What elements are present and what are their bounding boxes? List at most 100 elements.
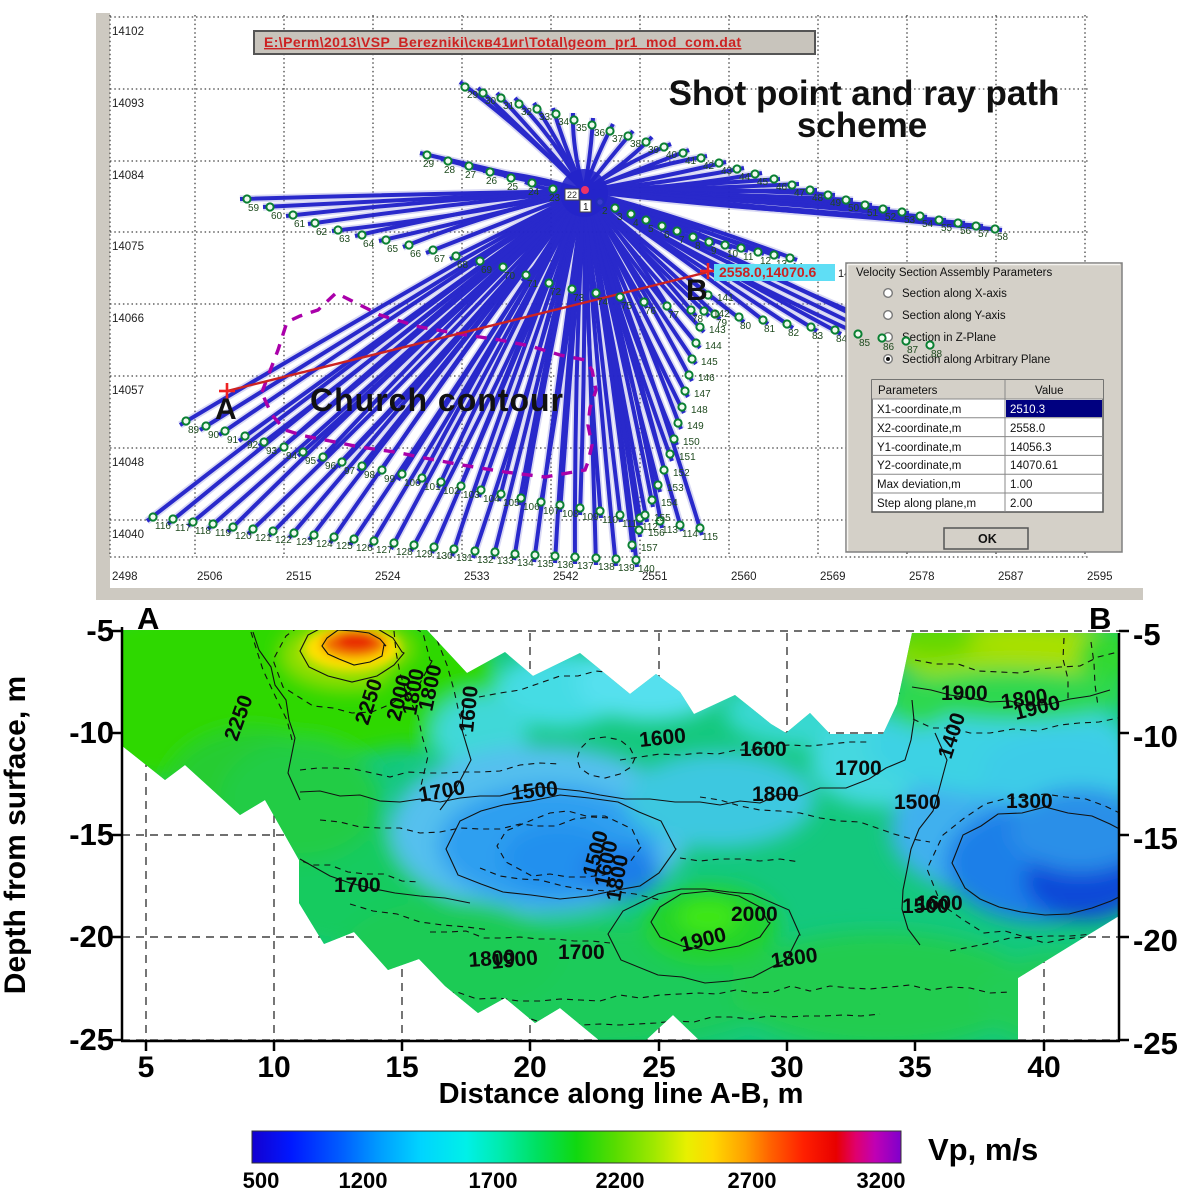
svg-text:138: 138 bbox=[598, 562, 615, 573]
svg-text:A: A bbox=[215, 393, 237, 426]
svg-text:14075: 14075 bbox=[112, 241, 144, 253]
svg-text:Church contour: Church contour bbox=[310, 382, 564, 418]
svg-text:Max deviation,m: Max deviation,m bbox=[877, 479, 961, 491]
svg-text:Shot point and ray path: Shot point and ray path bbox=[669, 74, 1060, 113]
svg-text:2558.0: 2558.0 bbox=[1010, 423, 1045, 435]
svg-text:62: 62 bbox=[316, 227, 328, 238]
svg-text:151: 151 bbox=[679, 452, 696, 463]
svg-text:69: 69 bbox=[481, 265, 493, 276]
svg-text:89: 89 bbox=[188, 425, 200, 436]
svg-text:5: 5 bbox=[648, 224, 654, 235]
svg-text:14057: 14057 bbox=[112, 385, 144, 397]
svg-text:47: 47 bbox=[794, 188, 806, 199]
svg-text:2.00: 2.00 bbox=[1010, 498, 1032, 510]
svg-text:48: 48 bbox=[812, 193, 824, 204]
svg-text:31: 31 bbox=[503, 101, 515, 112]
svg-text:2569: 2569 bbox=[820, 571, 846, 583]
svg-text:Section along Arbitrary Plane: Section along Arbitrary Plane bbox=[902, 354, 1050, 366]
svg-text:2510.3: 2510.3 bbox=[1010, 404, 1045, 416]
svg-text:500: 500 bbox=[243, 1168, 280, 1193]
svg-text:5: 5 bbox=[138, 1051, 155, 1084]
svg-text:123: 123 bbox=[296, 537, 313, 548]
svg-text:40: 40 bbox=[666, 150, 678, 161]
svg-text:33: 33 bbox=[539, 112, 551, 123]
svg-text:139: 139 bbox=[618, 563, 635, 574]
svg-text:82: 82 bbox=[788, 328, 800, 339]
svg-text:81: 81 bbox=[764, 324, 776, 335]
svg-text:79: 79 bbox=[716, 318, 728, 329]
svg-text:128: 128 bbox=[396, 547, 413, 558]
svg-text:-20: -20 bbox=[1133, 923, 1178, 958]
svg-text:1700: 1700 bbox=[835, 757, 882, 780]
svg-text:2587: 2587 bbox=[998, 571, 1024, 583]
svg-text:141: 141 bbox=[717, 293, 734, 304]
svg-text:36: 36 bbox=[594, 128, 606, 139]
svg-text:B: B bbox=[1089, 601, 1111, 636]
svg-text:43: 43 bbox=[721, 166, 733, 177]
svg-text:49: 49 bbox=[830, 198, 842, 209]
svg-text:2506: 2506 bbox=[197, 571, 223, 583]
svg-text:66: 66 bbox=[410, 249, 422, 260]
svg-text:104: 104 bbox=[483, 494, 500, 505]
svg-text:44: 44 bbox=[739, 172, 751, 183]
svg-text:-25: -25 bbox=[1133, 1026, 1178, 1061]
svg-text:153: 153 bbox=[667, 483, 684, 494]
svg-text:1.00: 1.00 bbox=[1010, 479, 1032, 491]
svg-text:129: 129 bbox=[416, 549, 433, 560]
svg-text:2578: 2578 bbox=[909, 571, 935, 583]
svg-text:76: 76 bbox=[645, 306, 657, 317]
svg-text:2700: 2700 bbox=[728, 1168, 777, 1193]
svg-text:126: 126 bbox=[356, 543, 373, 554]
svg-text:112: 112 bbox=[642, 522, 658, 533]
svg-text:37: 37 bbox=[612, 134, 624, 145]
svg-text:Velocity Section Assembly Para: Velocity Section Assembly Parameters bbox=[856, 267, 1052, 279]
svg-text:11: 11 bbox=[743, 252, 754, 263]
svg-text:1800: 1800 bbox=[752, 783, 799, 806]
svg-text:2200: 2200 bbox=[596, 1168, 645, 1193]
svg-text:38: 38 bbox=[630, 139, 642, 150]
svg-text:14048: 14048 bbox=[112, 457, 144, 469]
svg-text:23: 23 bbox=[549, 193, 561, 204]
svg-text:28: 28 bbox=[444, 165, 456, 176]
svg-text:9: 9 bbox=[711, 246, 717, 257]
svg-text:1900: 1900 bbox=[941, 682, 988, 705]
svg-text:B: B bbox=[686, 274, 708, 307]
svg-text:107: 107 bbox=[543, 506, 560, 517]
svg-text:75: 75 bbox=[621, 301, 633, 312]
svg-text:59: 59 bbox=[248, 203, 260, 214]
svg-text:142: 142 bbox=[713, 309, 730, 320]
svg-text:-10: -10 bbox=[1133, 719, 1178, 754]
svg-text:78: 78 bbox=[692, 314, 704, 325]
svg-text:24: 24 bbox=[528, 187, 540, 198]
svg-text:83: 83 bbox=[812, 331, 824, 342]
svg-text:2542: 2542 bbox=[553, 571, 579, 583]
svg-text:85: 85 bbox=[859, 338, 871, 349]
svg-text:2515: 2515 bbox=[286, 571, 312, 583]
svg-text:14056.3: 14056.3 bbox=[1010, 442, 1052, 454]
svg-text:94: 94 bbox=[286, 451, 298, 462]
svg-text:4: 4 bbox=[633, 218, 639, 229]
svg-text:X2-coordinate,m: X2-coordinate,m bbox=[877, 423, 961, 435]
svg-text:2551: 2551 bbox=[642, 571, 668, 583]
svg-text:41: 41 bbox=[685, 156, 697, 167]
svg-text:1900: 1900 bbox=[490, 946, 539, 974]
svg-text:115: 115 bbox=[702, 532, 718, 543]
svg-text:14093: 14093 bbox=[112, 98, 144, 110]
svg-text:119: 119 bbox=[215, 528, 231, 539]
svg-text:25: 25 bbox=[507, 182, 519, 193]
svg-text:55: 55 bbox=[941, 223, 953, 234]
svg-text:125: 125 bbox=[336, 541, 353, 552]
svg-text:120: 120 bbox=[235, 531, 252, 542]
svg-text:OK: OK bbox=[978, 532, 997, 546]
svg-text:25: 25 bbox=[642, 1051, 675, 1084]
svg-text:1700: 1700 bbox=[469, 1168, 518, 1193]
svg-text:108: 108 bbox=[562, 509, 579, 520]
svg-text:45: 45 bbox=[757, 177, 769, 188]
svg-text:97: 97 bbox=[344, 466, 356, 477]
svg-text:91: 91 bbox=[227, 435, 239, 446]
svg-text:8: 8 bbox=[695, 241, 701, 252]
svg-text:12: 12 bbox=[760, 256, 772, 267]
svg-text:118: 118 bbox=[195, 526, 211, 537]
svg-text:1600: 1600 bbox=[455, 685, 483, 734]
svg-text:-20: -20 bbox=[69, 919, 114, 954]
